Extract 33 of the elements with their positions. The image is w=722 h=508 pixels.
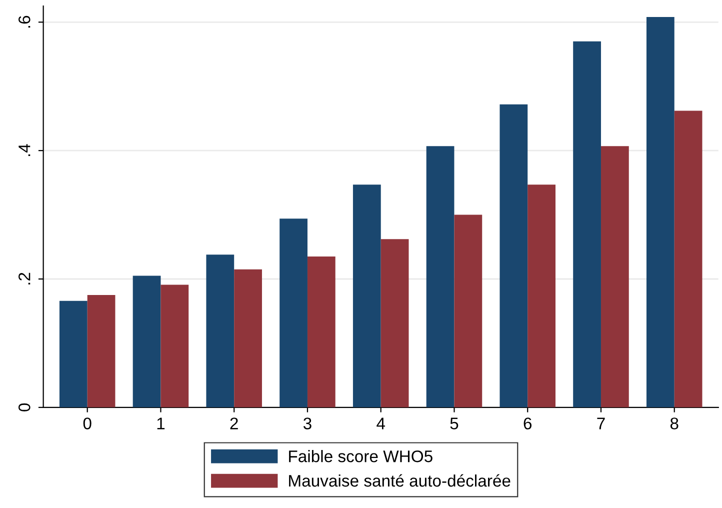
bar [573, 41, 601, 408]
x-tick-label: 8 [670, 418, 678, 430]
bar [132, 276, 161, 408]
bar [352, 184, 381, 408]
bar [528, 184, 556, 408]
x-tick-label: 5 [450, 418, 458, 430]
y-tick-label: .4 [18, 144, 30, 156]
bar [646, 17, 674, 408]
bar [280, 218, 308, 408]
x-tick-label: 3 [303, 418, 312, 430]
bar [426, 146, 454, 408]
bar [454, 214, 482, 408]
bar [59, 300, 88, 408]
legend-label: Mauvaise santé auto-déclarée [289, 474, 510, 487]
bar [234, 269, 262, 408]
x-tick-label: 2 [230, 418, 238, 430]
bar [87, 295, 116, 408]
x-tick-label: 4 [376, 418, 385, 430]
x-tick-label: 1 [157, 418, 165, 430]
bar [160, 284, 189, 408]
x-tick-label: 7 [597, 418, 605, 430]
y-tick-label: 0 [18, 403, 30, 412]
x-tick-label: 0 [83, 418, 92, 430]
y-tick-label: .6 [18, 16, 30, 28]
bar [500, 104, 528, 408]
bar [674, 110, 702, 408]
legend-label: Faible score WHO5 [289, 450, 432, 462]
y-tick-label: .2 [18, 272, 30, 284]
bar [380, 239, 409, 408]
x-tick-label: 6 [524, 418, 532, 430]
bar [206, 254, 234, 408]
bar [600, 146, 629, 408]
bar [307, 256, 336, 408]
